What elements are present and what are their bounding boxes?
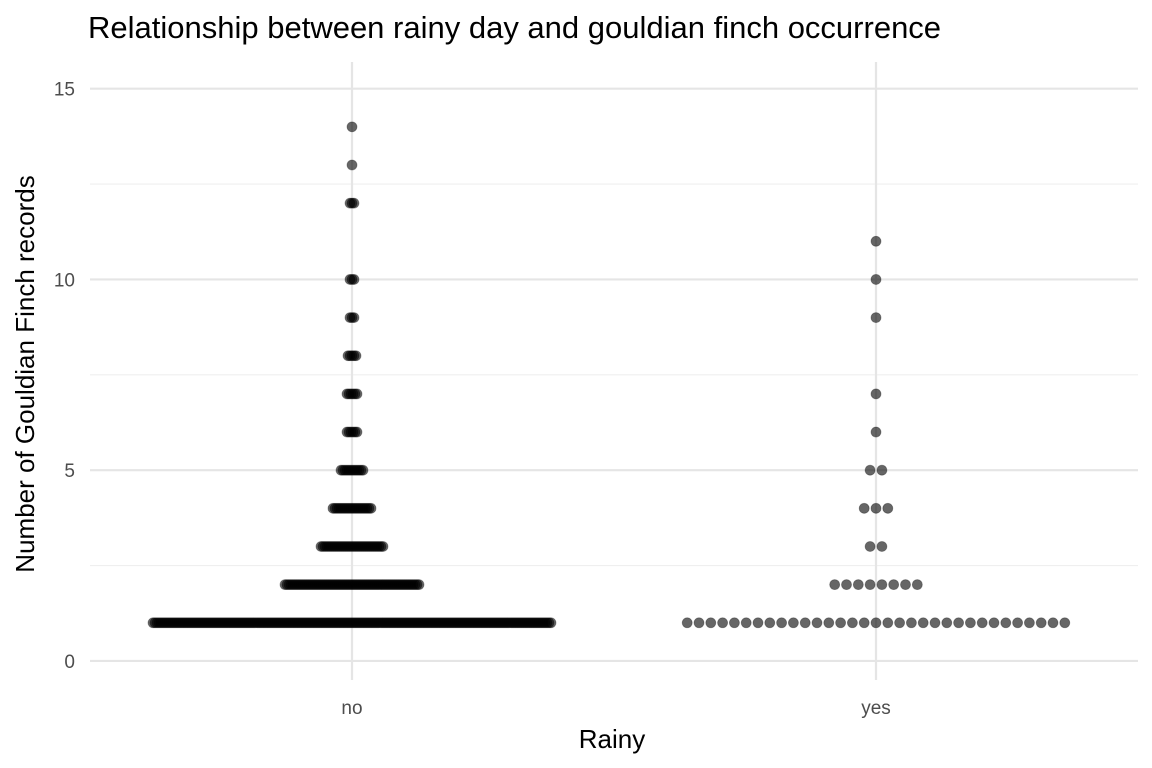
data-point: [348, 274, 360, 285]
data-point: [823, 617, 835, 629]
data-point: [870, 502, 882, 514]
y-tick-label: 15: [54, 80, 75, 101]
data-point: [976, 617, 988, 629]
data-point: [929, 617, 941, 629]
data-point: [729, 617, 740, 629]
data-point: [693, 617, 705, 629]
data-point: [988, 617, 1000, 629]
data-point: [876, 579, 888, 591]
x-tick-label: no: [341, 698, 362, 719]
data-point: [917, 617, 929, 629]
data-point: [357, 464, 369, 476]
data-point: [882, 502, 894, 514]
data-point: [829, 579, 841, 591]
data-point: [346, 159, 358, 171]
data-point: [900, 579, 911, 591]
data-point: [788, 617, 799, 629]
data-point: [953, 617, 964, 629]
data-point: [351, 426, 363, 438]
y-axis-ticks: 0 5 10 15: [54, 80, 75, 673]
data-point: [752, 617, 764, 629]
data-point: [876, 464, 888, 476]
data-point: [776, 617, 787, 629]
data-point: [764, 617, 776, 629]
data-points: [147, 121, 1071, 629]
x-axis-label: Rainy: [579, 724, 645, 754]
data-point: [1000, 617, 1012, 629]
data-point: [346, 121, 358, 133]
data-point: [1024, 617, 1035, 629]
chart-title: Relationship between rainy day and gould…: [88, 10, 941, 45]
data-point: [705, 617, 717, 629]
data-point: [870, 388, 882, 400]
data-point: [888, 579, 900, 591]
x-tick-label: yes: [861, 698, 891, 719]
y-axis-label: Number of Gouldian Finch records: [10, 175, 40, 572]
data-point: [941, 617, 953, 629]
data-point: [811, 617, 823, 629]
data-point: [365, 502, 377, 514]
data-point: [858, 617, 870, 629]
data-point: [864, 464, 876, 476]
data-point: [894, 617, 905, 629]
data-point: [1059, 617, 1071, 629]
data-point: [852, 579, 864, 591]
y-tick-label: 10: [54, 270, 75, 291]
y-tick-label: 5: [64, 461, 75, 482]
x-axis-ticks: no yes: [341, 698, 890, 719]
data-point: [847, 617, 858, 629]
data-point: [351, 388, 363, 400]
data-point: [740, 617, 752, 629]
data-point: [870, 274, 882, 285]
data-point: [870, 312, 882, 323]
data-point: [882, 617, 894, 629]
data-point: [681, 617, 693, 629]
data-point: [864, 541, 876, 552]
data-point: [717, 617, 728, 629]
data-point: [870, 235, 882, 247]
data-point: [350, 350, 362, 362]
data-point: [348, 312, 360, 323]
data-point: [799, 617, 811, 629]
y-tick-label: 0: [64, 652, 75, 673]
data-point: [965, 617, 976, 629]
data-point: [377, 541, 389, 552]
data-point: [864, 579, 876, 591]
data-point: [545, 617, 557, 629]
data-point: [1035, 617, 1047, 629]
data-point: [870, 426, 882, 438]
data-point: [858, 502, 870, 514]
data-point: [1047, 617, 1059, 629]
data-point: [876, 541, 888, 552]
data-point: [835, 617, 846, 629]
data-point: [911, 579, 923, 591]
grid-lines: [90, 62, 1138, 680]
data-point: [870, 617, 882, 629]
data-point: [906, 617, 917, 629]
data-point: [1012, 617, 1023, 629]
data-point: [413, 579, 425, 591]
data-point: [841, 579, 852, 591]
data-point: [348, 197, 360, 209]
